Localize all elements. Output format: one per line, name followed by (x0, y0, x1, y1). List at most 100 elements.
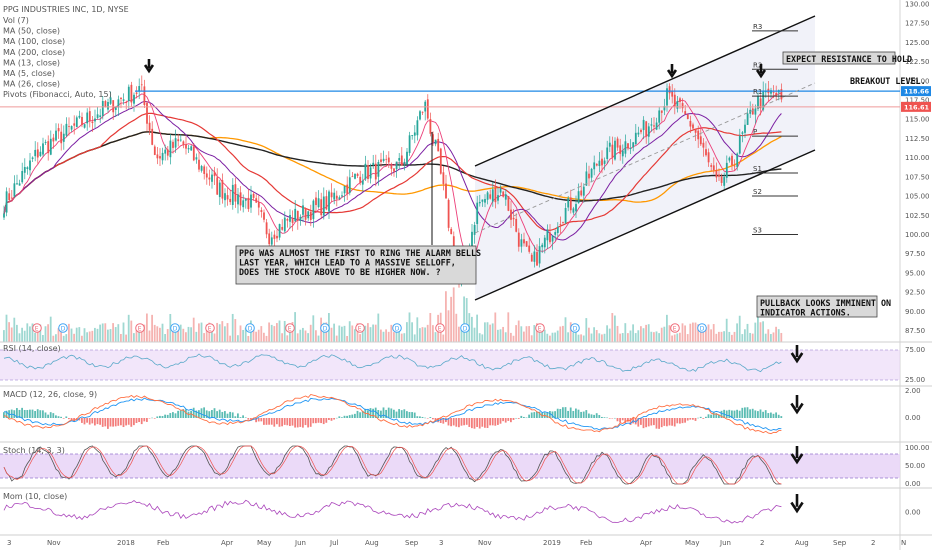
volume-bar (177, 331, 179, 342)
candle-body (356, 173, 359, 176)
macd-axis-label: 2.00 (905, 387, 921, 395)
macd-histogram-bar (96, 418, 99, 425)
volume-bar (148, 330, 151, 342)
macd-histogram-bar (746, 407, 749, 418)
macd-histogram-bar (156, 416, 159, 418)
candle-body (541, 244, 544, 248)
candle-body (549, 232, 551, 243)
macd-histogram-bar (759, 409, 762, 418)
macd-histogram-bar (603, 417, 606, 418)
volume-bar (549, 335, 551, 342)
event-marker-letter: E (35, 326, 39, 333)
candle-body (439, 148, 442, 174)
volume-bar (731, 334, 733, 342)
volume-bar (510, 332, 512, 342)
candle-body (237, 194, 239, 205)
time-axis-label: Apr (221, 539, 233, 547)
time-axis-label: Aug (795, 539, 809, 547)
macd-histogram-bar (182, 409, 185, 418)
volume-bar (569, 322, 572, 342)
volume-bar (5, 314, 8, 342)
volume-bar (242, 329, 244, 342)
candle-body (406, 151, 408, 165)
candle-body (273, 234, 276, 239)
volume-bar (364, 325, 367, 342)
macd-histogram-bar (733, 410, 736, 418)
volume-bar (302, 327, 304, 342)
volume-bar (541, 324, 543, 342)
pivot-label-r3: R3 (753, 23, 762, 31)
candle-body (473, 225, 476, 235)
macd-histogram-bar (463, 418, 465, 426)
macd-histogram-bar (239, 417, 242, 418)
time-axis-label: 3 (439, 539, 443, 547)
volume-bar (442, 334, 445, 342)
volume-bar (309, 324, 312, 342)
macd-histogram-bar (595, 413, 598, 418)
volume-bar (203, 333, 205, 342)
candle-body (512, 217, 515, 220)
candle-body (73, 123, 76, 126)
candle-body (359, 176, 362, 184)
macd-histogram-bar (112, 418, 114, 427)
macd-histogram-bar (328, 418, 330, 421)
candle-body (81, 116, 83, 125)
candle-body (676, 101, 679, 109)
macd-histogram-bar (91, 418, 94, 424)
volume-bar (359, 334, 361, 342)
candle-body (546, 229, 549, 241)
macd-histogram-bar (148, 418, 151, 419)
macd-histogram-bar (510, 418, 512, 423)
volume-bar (55, 334, 57, 342)
candle-body (764, 91, 767, 93)
macd-histogram-bar (738, 410, 741, 418)
volume-bar (174, 332, 177, 342)
volume-bar (476, 314, 478, 342)
macd-histogram-bar (731, 410, 733, 418)
volume-bar (400, 333, 403, 342)
volume-bar (75, 327, 78, 342)
candle-body (749, 109, 752, 114)
event-marker-dividend (245, 323, 255, 333)
candle-body (728, 157, 731, 161)
time-axis-label: Sep (405, 539, 419, 547)
volume-bar (289, 325, 291, 342)
macd-histogram-bar (494, 418, 497, 426)
macd-histogram-bar (335, 417, 338, 419)
volume-bar (213, 333, 216, 342)
volume-bar (517, 320, 520, 342)
candle-body (226, 195, 229, 200)
candle-body (122, 99, 125, 101)
candle-body (343, 185, 346, 194)
candle-body (322, 196, 325, 216)
volume-bar (395, 331, 398, 342)
rsi-line (3, 353, 782, 373)
macd-histogram-bar (270, 418, 273, 425)
volume-bar (611, 313, 614, 342)
macd-histogram-bar (473, 418, 476, 429)
volume-bar (679, 332, 681, 342)
macd-histogram-bar (16, 408, 18, 418)
volume-bar (231, 313, 234, 342)
candle-body (603, 160, 606, 164)
macd-histogram-bar (611, 418, 614, 419)
candle-body (348, 177, 351, 193)
macd-histogram-bar (218, 409, 221, 418)
macd-histogram-bar (60, 416, 62, 418)
volume-bar (367, 323, 369, 342)
price-axis-label: 117.50 (905, 97, 930, 105)
volume-bar (172, 326, 174, 342)
volume-bar (338, 325, 341, 342)
macd-histogram-bar (486, 418, 489, 428)
candle-body (369, 167, 372, 179)
volume-bar (96, 328, 99, 342)
candle-body (650, 124, 653, 126)
candle-body (172, 141, 174, 148)
candle-body (335, 195, 338, 199)
price-axis-label: 100.00 (905, 231, 930, 239)
macd-histogram-bar (712, 412, 715, 418)
candle-body (697, 130, 700, 140)
volume-bar (179, 324, 182, 342)
macd-histogram-bar (588, 413, 590, 418)
time-axis-label: May (685, 539, 699, 547)
